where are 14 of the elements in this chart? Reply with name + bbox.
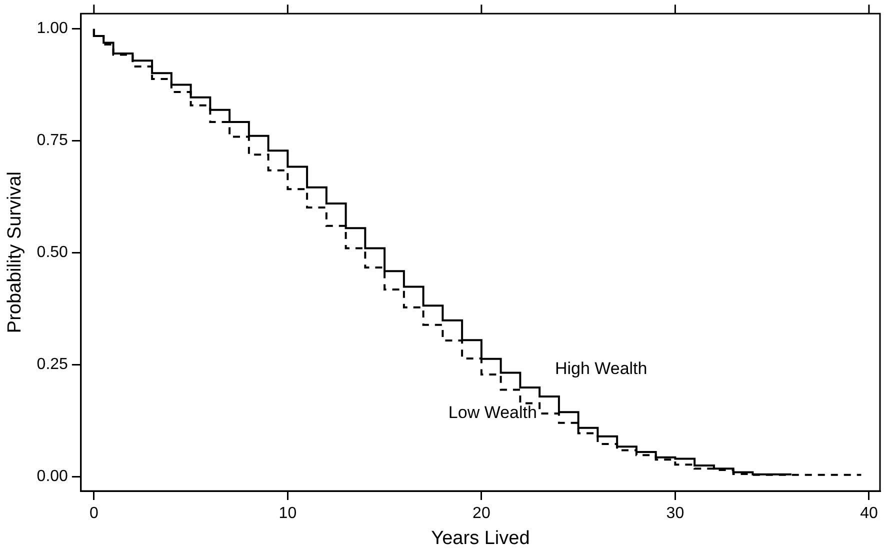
x-tick-label: 0 [89, 505, 98, 522]
y-tick-label: 1.00 [36, 20, 68, 38]
series-label: Low Wealth [448, 403, 537, 422]
y-tick-label: 0.50 [36, 244, 68, 262]
y-tick-label: 0.25 [36, 356, 68, 374]
x-axis-title: Years Lived [431, 528, 530, 549]
y-tick-label: 0.75 [36, 132, 68, 150]
x-tick-label: 20 [472, 505, 490, 522]
x-tick-label: 30 [666, 505, 684, 522]
y-axis-title: Probability Survival [4, 172, 26, 334]
x-tick-label: 10 [278, 505, 297, 522]
x-tick-label: 40 [860, 505, 878, 522]
series-label: High Wealth [554, 359, 648, 378]
y-tick-label: 0.00 [36, 468, 68, 486]
